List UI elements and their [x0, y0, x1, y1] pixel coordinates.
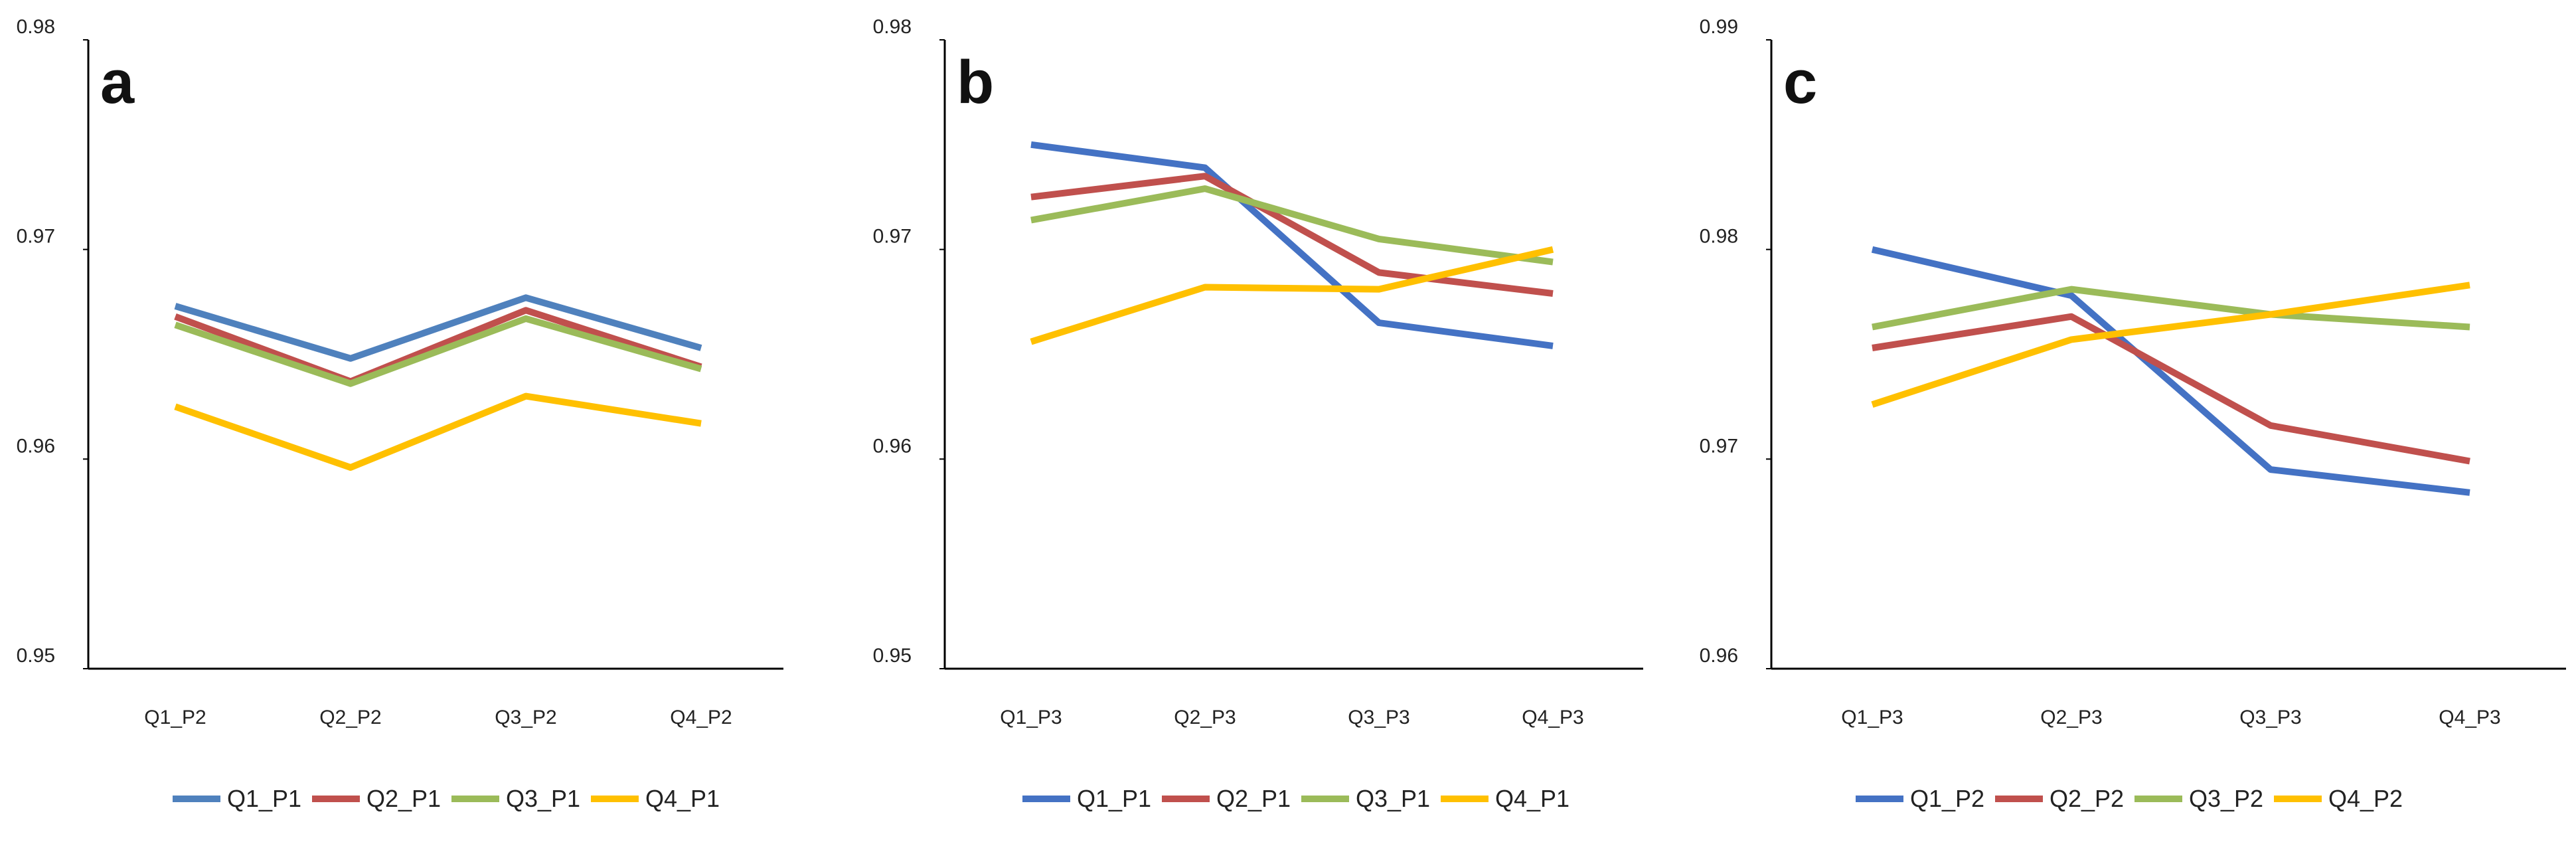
- x-tick-label: Q1_P3: [1841, 707, 1903, 728]
- x-tick-label: Q1_P3: [1000, 707, 1062, 728]
- chart-panel-b: 0.95 0.96 0.97 0.98 Q1_P3 Q2_P3 Q3_P3 Q4_P3 b Q1_…: [873, 16, 1643, 812]
- legend-label: Q3_P1: [1356, 785, 1430, 812]
- legend: Q1_P1 Q2_P1 Q3_P1 Q4_P1: [1022, 785, 1570, 812]
- y-tick-label: 0.97: [873, 226, 912, 248]
- x-tick-label: Q3_P3: [2239, 707, 2301, 728]
- legend-label: Q4_P2: [2328, 785, 2403, 812]
- x-tick-label: Q4_P3: [2439, 707, 2500, 728]
- y-tick-label: 0.97: [17, 226, 55, 248]
- x-tick-label: Q3_P2: [495, 707, 556, 728]
- series-line-q1-p1: [174, 294, 702, 362]
- y-tick-label: 0.99: [1700, 16, 1738, 38]
- legend-label: Q2_P1: [366, 785, 441, 812]
- legend: Q1_P2 Q2_P2 Q3_P2 Q4_P2: [1856, 785, 2403, 812]
- panel-label: b: [957, 48, 994, 116]
- x-tick-label: Q2_P3: [1174, 707, 1236, 728]
- panel-label: a: [100, 48, 135, 116]
- legend: Q1_P1 Q2_P1 Q3_P1 Q4_P1: [173, 785, 720, 812]
- series-line-q3-p2: [1872, 286, 2470, 331]
- y-tick-label: 0.98: [1700, 226, 1738, 248]
- legend-label: Q3_P1: [506, 785, 580, 812]
- y-tick-label: 0.96: [1700, 645, 1738, 667]
- legend-label: Q2_P1: [1216, 785, 1291, 812]
- series-line-q1-p1: [1030, 141, 1554, 349]
- legend-label: Q1_P1: [1077, 785, 1151, 812]
- series-line-q1-p2: [1871, 246, 2470, 496]
- legend-label: Q2_P2: [2050, 785, 2124, 812]
- x-tick-label: Q3_P3: [1348, 707, 1409, 728]
- y-tick-label: 0.96: [17, 435, 55, 457]
- x-tick-label: Q1_P2: [144, 707, 206, 728]
- y-tick-label: 0.98: [873, 16, 912, 38]
- series-line-q4-p2: [1871, 282, 2470, 408]
- panel-label: c: [1783, 48, 1817, 116]
- x-tick-label: Q2_P2: [319, 707, 381, 728]
- y-tick-label: 0.95: [873, 645, 912, 667]
- legend-label: Q1_P1: [227, 785, 301, 812]
- y-tick-label: 0.95: [17, 645, 55, 667]
- y-tick-label: 0.96: [873, 435, 912, 457]
- series-line-q4-p1: [1030, 246, 1554, 345]
- chart-panel-c: 0.96 0.97 0.98 0.99 Q1_P3 Q2_P3 Q3_P3 Q4_P3 c Q1_…: [1700, 16, 2566, 812]
- series-line-q2-p1: [1030, 173, 1554, 297]
- chart-panel-a: 0.95 0.96 0.97 0.98 Q1_P2 Q2_P2 Q3_P2 Q4_P2 a Q1_…: [17, 16, 783, 812]
- y-tick-label: 0.98: [17, 16, 55, 38]
- x-tick-label: Q4_P3: [1522, 707, 1583, 728]
- series-line-q3-p1: [1030, 185, 1554, 266]
- series-line-q2-p1: [174, 307, 702, 385]
- x-tick-label: Q4_P2: [670, 707, 732, 728]
- series-line-q3-p1: [174, 315, 702, 387]
- legend-label: Q4_P1: [645, 785, 720, 812]
- x-tick-label: Q2_P3: [2040, 707, 2102, 728]
- legend-label: Q1_P2: [1910, 785, 1984, 812]
- y-tick-label: 0.97: [1700, 435, 1738, 457]
- legend-label: Q3_P2: [2189, 785, 2263, 812]
- legend-label: Q4_P1: [1495, 785, 1570, 812]
- series-line-q4-p1: [174, 392, 702, 471]
- series-line-q2-p2: [1872, 313, 2470, 465]
